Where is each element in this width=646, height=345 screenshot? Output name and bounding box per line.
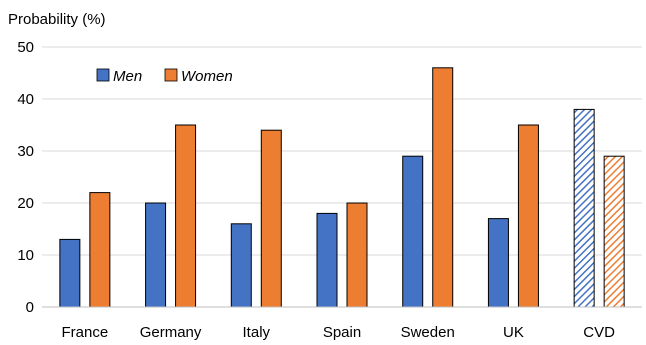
legend-swatch <box>96 68 110 82</box>
x-tick-label: France <box>62 324 109 341</box>
bar-women-france <box>89 192 111 308</box>
legend: Men Women <box>96 68 233 85</box>
legend-label: Men <box>113 68 142 85</box>
y-tick-label: 50 <box>17 39 34 56</box>
bar-women-cvd <box>603 155 625 308</box>
bar-men-france <box>59 238 81 308</box>
gridlines <box>42 46 642 256</box>
y-tick-label: 40 <box>17 91 34 108</box>
x-tick-label: Sweden <box>401 324 455 341</box>
bar-men-italy <box>230 223 252 308</box>
x-tick-label: Spain <box>323 324 361 341</box>
legend-label: Women <box>181 68 233 85</box>
x-axis-ticks: France Germany Italy Spain Sweden UK CVD <box>62 324 616 341</box>
bar-men-spain <box>316 212 338 308</box>
bar-women-spain <box>346 202 368 308</box>
bar-men-cvd <box>573 108 595 308</box>
y-axis-ticks: 0 10 20 30 40 50 <box>17 39 34 316</box>
legend-swatch <box>164 68 178 82</box>
bar-men-uk <box>487 218 509 308</box>
bar-men-germany <box>145 202 167 308</box>
bars <box>59 67 625 308</box>
x-tick-label: Italy <box>243 324 271 341</box>
bar-women-germany <box>175 124 197 308</box>
y-tick-label: 20 <box>17 195 34 212</box>
bar-women-uk <box>517 124 539 308</box>
bar-men-sweden <box>402 155 424 308</box>
y-tick-label: 30 <box>17 143 34 160</box>
y-axis-label: Probability (%) <box>8 11 106 28</box>
x-tick-label: UK <box>503 324 524 341</box>
bar-women-italy <box>260 129 282 308</box>
y-tick-label: 0 <box>26 299 34 316</box>
bar-women-sweden <box>432 67 454 308</box>
y-tick-label: 10 <box>17 247 34 264</box>
x-tick-label: Germany <box>140 324 202 341</box>
x-tick-label: CVD <box>583 324 615 341</box>
